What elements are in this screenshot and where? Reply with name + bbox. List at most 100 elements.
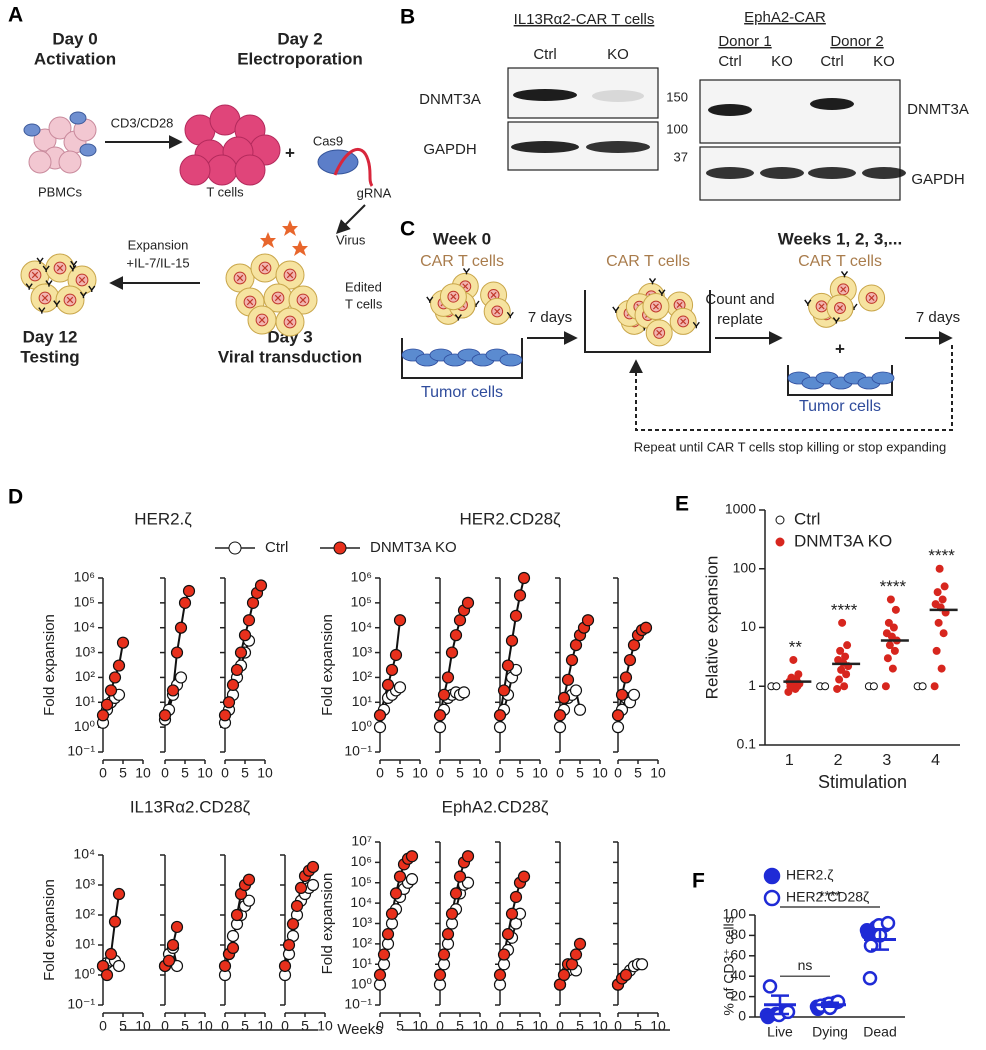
data-point — [242, 614, 256, 627]
x-tick-label: 10 — [532, 765, 548, 781]
x-tick-label: 5 — [119, 765, 127, 781]
data-point — [501, 659, 515, 672]
virus — [282, 220, 298, 236]
band — [706, 167, 754, 179]
data-point — [931, 600, 940, 609]
legend-marker — [333, 541, 347, 555]
x-tick-label: 5 — [396, 765, 404, 781]
data-point — [441, 671, 455, 684]
data-point — [373, 721, 387, 734]
step-label: Testing — [20, 347, 79, 366]
knockout-mark — [299, 296, 307, 304]
data-point — [182, 584, 196, 598]
chart-title: HER2.CD28ζ — [459, 509, 561, 528]
replate-label: replate — [717, 311, 763, 328]
data-point — [449, 629, 463, 642]
legend-label: HER2.ζ — [786, 867, 833, 883]
data-point — [218, 709, 232, 722]
data-point — [880, 915, 896, 931]
data-point — [933, 588, 942, 597]
car-receptor — [38, 307, 46, 314]
virus — [292, 240, 308, 256]
lane-label: KO — [873, 53, 895, 70]
data-point — [222, 696, 236, 709]
data-point — [100, 968, 114, 982]
legend-marker — [228, 541, 242, 555]
data-point — [918, 682, 927, 691]
data-point — [445, 907, 459, 920]
monocyte — [79, 143, 97, 157]
y-axis-label: Fold expansion — [319, 614, 336, 716]
x-tick-label: 5 — [241, 1018, 249, 1034]
marker-label: 37 — [674, 149, 688, 164]
data-point — [108, 671, 122, 684]
band — [808, 167, 856, 179]
knockout-mark — [261, 264, 269, 272]
band — [862, 167, 906, 179]
data-point — [162, 954, 176, 967]
y-tick-label: 10² — [75, 906, 96, 922]
y-tick-label: 10⁰ — [351, 975, 373, 991]
data-point — [611, 709, 625, 722]
tumor-label: Tumor cells — [799, 398, 881, 415]
band — [511, 141, 579, 153]
data-point — [789, 655, 798, 664]
data-point — [437, 948, 451, 961]
y-tick-label: 10² — [75, 668, 96, 684]
band — [513, 89, 577, 101]
x-tick-label: 5 — [181, 765, 189, 781]
monocyte — [23, 123, 41, 137]
edited-label: Edited — [345, 279, 382, 294]
y-tick-label: 20 — [730, 987, 746, 1003]
x-tick-label: 10 — [257, 1018, 273, 1034]
data-point — [373, 709, 387, 722]
data-point — [166, 684, 180, 697]
data-point — [932, 646, 941, 655]
data-point — [501, 928, 515, 941]
panel-letter: A — [8, 4, 23, 27]
data-point — [290, 899, 304, 913]
legend-label: HER2.CD28ζ — [786, 889, 869, 905]
car-receptor — [36, 257, 44, 264]
legend-marker — [775, 515, 785, 525]
data-point — [457, 686, 471, 699]
data-point — [513, 589, 527, 602]
error-bar — [864, 928, 896, 951]
legend-marker — [763, 889, 781, 907]
data-point — [242, 894, 256, 907]
x-tick-label: 0 — [221, 1018, 229, 1034]
car-t-label: CAR T cells — [798, 253, 882, 270]
data-point — [934, 618, 943, 627]
data-point — [615, 688, 629, 701]
x-tick-label: 10 — [532, 1018, 548, 1034]
stimulus-label: CD3/CD28 — [111, 115, 174, 130]
car-receptor — [45, 280, 53, 287]
data-point — [218, 959, 232, 973]
legend-label: Ctrl — [265, 539, 288, 556]
x-tick-label: 10 — [135, 1018, 151, 1034]
cell — [33, 128, 57, 152]
plus: + — [285, 143, 295, 162]
y-tick-label: 1000 — [725, 501, 756, 517]
knockout-mark — [31, 271, 39, 279]
data-point — [381, 928, 395, 941]
data-point — [242, 873, 256, 886]
x-tick-label: 0 — [99, 1018, 107, 1034]
x-tick-label: 10 — [650, 1018, 666, 1034]
x-tick-label: 5 — [576, 765, 584, 781]
data-point — [385, 663, 399, 677]
data-point — [405, 850, 419, 863]
cell — [48, 116, 72, 140]
data-point — [373, 968, 387, 982]
x-tick-label: 10 — [650, 765, 666, 781]
data-point — [509, 890, 523, 904]
band — [760, 167, 804, 179]
knockout-mark — [66, 296, 74, 304]
y-tick-label: 10⁻¹ — [67, 743, 95, 759]
data-point — [885, 641, 894, 650]
knockout-mark — [656, 329, 663, 336]
car-t-label: CAR T cells — [606, 253, 690, 270]
legend-label: Ctrl — [794, 509, 820, 528]
x-tick-label: 5 — [634, 765, 642, 781]
repeat-label: Repeat until CAR T cells stop killing or… — [634, 439, 946, 454]
